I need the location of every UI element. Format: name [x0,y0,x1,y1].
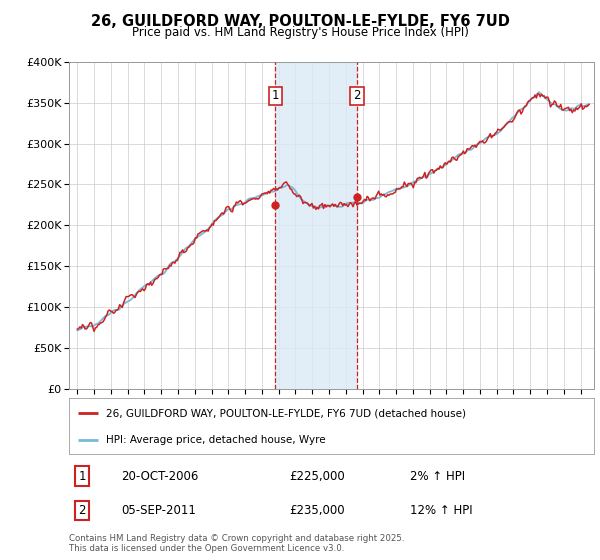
Text: HPI: Average price, detached house, Wyre: HPI: Average price, detached house, Wyre [106,435,325,445]
Text: 2: 2 [79,504,86,517]
Text: Price paid vs. HM Land Registry's House Price Index (HPI): Price paid vs. HM Land Registry's House … [131,26,469,39]
Text: 20-OCT-2006: 20-OCT-2006 [121,470,199,483]
Text: £225,000: £225,000 [290,470,345,483]
Text: 2% ↑ HPI: 2% ↑ HPI [410,470,466,483]
Text: Contains HM Land Registry data © Crown copyright and database right 2025.
This d: Contains HM Land Registry data © Crown c… [69,534,404,553]
Text: 2: 2 [353,90,361,102]
Text: 05-SEP-2011: 05-SEP-2011 [121,504,196,517]
Text: 26, GUILDFORD WAY, POULTON-LE-FYLDE, FY6 7UD: 26, GUILDFORD WAY, POULTON-LE-FYLDE, FY6… [91,14,509,29]
Text: 1: 1 [79,470,86,483]
Text: 1: 1 [272,90,279,102]
Text: 12% ↑ HPI: 12% ↑ HPI [410,504,473,517]
Text: 26, GUILDFORD WAY, POULTON-LE-FYLDE, FY6 7UD (detached house): 26, GUILDFORD WAY, POULTON-LE-FYLDE, FY6… [106,408,466,418]
Bar [275,62,357,389]
Text: £235,000: £235,000 [290,504,345,517]
